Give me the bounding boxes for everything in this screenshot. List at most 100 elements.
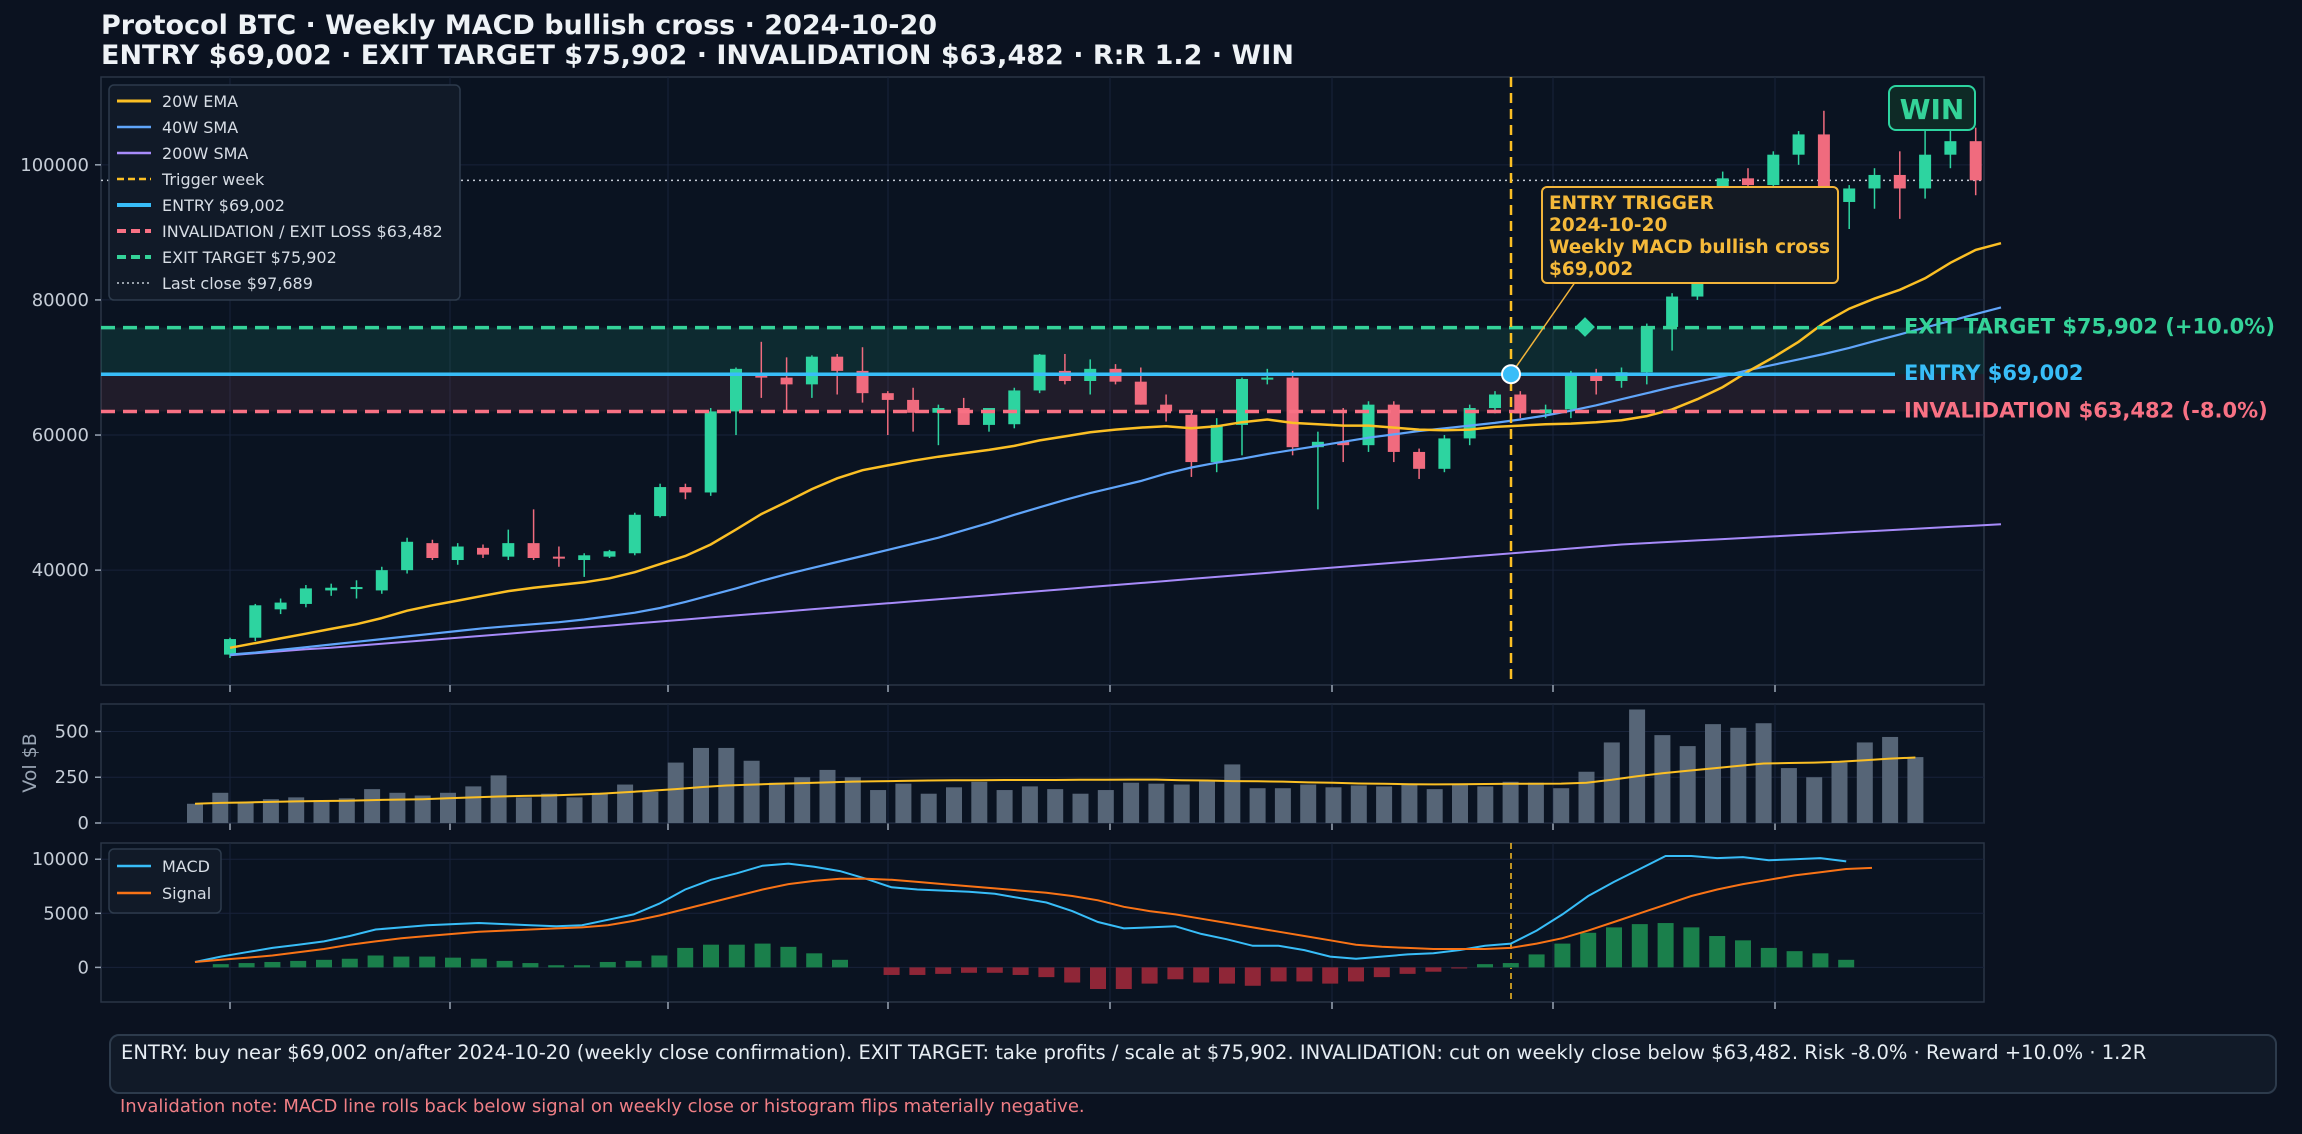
macd-tick-label: 5000 (43, 903, 89, 924)
volume-bar (389, 792, 406, 823)
volume-bar (490, 775, 507, 823)
candle-body (805, 356, 818, 385)
candle-body (299, 588, 312, 604)
price-legend (108, 84, 461, 301)
candle-body (1919, 154, 1932, 189)
macd-tick-label: 10000 (32, 849, 89, 870)
volume-bar (313, 800, 330, 823)
candle-body (1160, 404, 1173, 412)
macd-histogram-bar (1012, 967, 1029, 975)
volume-bar (1679, 746, 1696, 823)
candle-body (679, 487, 692, 493)
candle-body (1893, 174, 1906, 189)
candle-body (1514, 394, 1527, 414)
candle-body (1868, 174, 1881, 189)
candle-body (1843, 188, 1856, 202)
volume-bar (1021, 786, 1038, 823)
volume-bar (1300, 784, 1317, 823)
trade-plan-note: ENTRY: buy near $69,002 on/after 2024-10… (109, 1034, 2277, 1094)
volume-bar (1452, 784, 1468, 823)
volume-bar (1123, 782, 1140, 823)
entry-trigger-annotation: ENTRY TRIGGER 2024-10-20 Weekly MACD bul… (1541, 186, 1839, 284)
candle-body (1640, 326, 1653, 373)
ema-20w-line (229, 241, 2002, 650)
candle-body (1185, 414, 1198, 463)
candle-body (1590, 374, 1603, 381)
volume-bar (262, 799, 279, 823)
candle-body (654, 487, 667, 517)
volume-bar (844, 777, 861, 823)
volume-bar (1806, 777, 1823, 823)
volume-bar (591, 792, 608, 823)
signal-line (194, 866, 1873, 963)
macd-histogram-bar (1657, 923, 1674, 968)
volume-bar (1325, 787, 1342, 823)
macd-histogram-bar (1760, 947, 1777, 968)
candle-body (1337, 441, 1350, 446)
candle-body (1413, 451, 1426, 469)
candle-body (1210, 424, 1223, 463)
chart-title: Protocol BTC · Weekly MACD bullish cross… (101, 10, 938, 41)
candle-body (502, 543, 515, 557)
candle-body (1008, 390, 1021, 425)
legend-label: Trigger week (161, 170, 265, 189)
candle-body (1539, 409, 1552, 414)
trigger-line-4: $69,002 (1549, 259, 1634, 280)
candle-body (881, 393, 894, 400)
volume-bar (566, 797, 583, 823)
volume-bar (1047, 789, 1064, 823)
volume-bar (1629, 709, 1646, 823)
volume-bar (212, 792, 229, 823)
legend-label: Last close $97,689 (162, 274, 313, 293)
candle-body (527, 543, 540, 558)
candle-body (274, 602, 287, 610)
macd-histogram-bar (548, 965, 565, 968)
candle-body (578, 555, 591, 561)
macd-histogram-bar (496, 960, 513, 968)
volume-bar (237, 801, 254, 823)
entry-marker (1501, 364, 1521, 385)
macd-histogram-bar (393, 956, 410, 968)
legend-label: INVALIDATION / EXIT LOSS $63,482 (162, 222, 443, 241)
invalidation-note: Invalidation note: MACD line rolls back … (120, 1096, 1085, 1117)
macd-panel (100, 842, 1985, 1003)
macd-histogram-bar (1038, 967, 1055, 978)
volume-bar (1072, 793, 1089, 823)
candle-body (628, 514, 641, 554)
volume-bar (1502, 781, 1519, 823)
volume-bar (946, 787, 962, 823)
legend-label: 40W SMA (162, 118, 238, 137)
price-tick-label: 60000 (32, 425, 89, 446)
macd-histogram-bar (625, 960, 642, 968)
macd-histogram-bar (1451, 967, 1468, 969)
volume-bar (288, 797, 305, 823)
macd-histogram-bar (419, 956, 436, 968)
macd-histogram-bar (212, 964, 229, 968)
volume-bar (1907, 757, 1924, 823)
volume-bar (1376, 786, 1393, 823)
candle-body (325, 587, 338, 591)
candle-body (552, 556, 565, 559)
candle-body (1311, 441, 1324, 448)
candle-body (907, 399, 920, 413)
macd-histogram-bar (986, 967, 1003, 973)
macd-histogram-bar (1477, 964, 1493, 968)
macd-histogram-bar (367, 955, 384, 968)
volume-bar (971, 781, 988, 823)
volume-bar (440, 792, 456, 823)
volume-bar (1780, 768, 1797, 823)
candle-body (1236, 378, 1248, 425)
volume-bar (743, 760, 760, 823)
volume-tick-label: 250 (55, 767, 89, 788)
macd-histogram-bar (1064, 967, 1081, 983)
macd-histogram-bar (1270, 967, 1287, 982)
macd-histogram-bar (1502, 963, 1519, 968)
volume-bar (1882, 736, 1899, 823)
macd-histogram-bar (1141, 967, 1158, 984)
trigger-line-3: Weekly MACD bullish cross (1549, 237, 1830, 258)
macd-histogram-bar (574, 965, 590, 968)
macd-histogram-bar (806, 953, 823, 968)
exit-marker (1575, 317, 1595, 337)
volume-bar (1578, 771, 1595, 823)
macd-histogram-bar (1219, 967, 1235, 984)
